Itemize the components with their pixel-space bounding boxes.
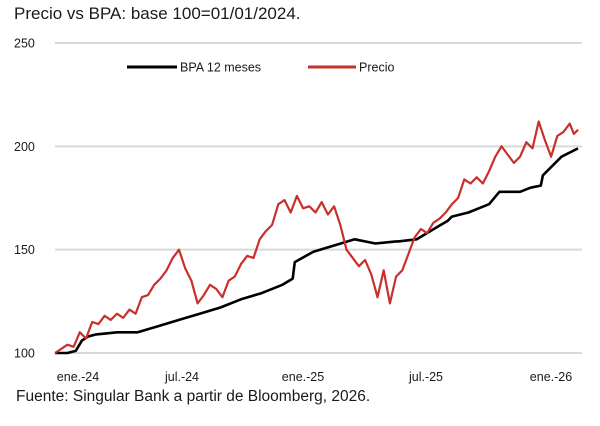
series-line-precio	[54, 120, 579, 354]
y-tick-label: 250	[14, 37, 35, 51]
series-line-bpa	[55, 147, 579, 355]
y-tick-label: 150	[14, 243, 35, 257]
x-tick-label: ene.-25	[282, 370, 324, 384]
y-tick-label: 200	[14, 140, 35, 154]
x-tick-label: jul.-25	[408, 370, 443, 384]
y-tick-label: 100	[14, 347, 35, 361]
source-note: Fuente: Singular Bank a partir de Bloomb…	[16, 388, 371, 405]
legend: BPA 12 meses Precio	[127, 61, 394, 75]
series-lines	[54, 120, 579, 355]
x-tick-label: ene.-26	[530, 370, 572, 384]
y-axis-ticks: 100 150 200 250	[14, 37, 35, 361]
legend-label-bpa: BPA 12 meses	[180, 61, 261, 75]
x-axis-ticks: ene.-24 jul.-24 ene.-25 jul.-25 ene.-26	[57, 370, 572, 384]
x-tick-label: jul.-24	[164, 370, 199, 384]
legend-label-precio: Precio	[359, 61, 394, 75]
chart-title: Precio vs BPA: base 100=01/01/2024.	[14, 4, 301, 23]
x-tick-label: ene.-24	[57, 370, 99, 384]
gridlines	[55, 42, 582, 354]
